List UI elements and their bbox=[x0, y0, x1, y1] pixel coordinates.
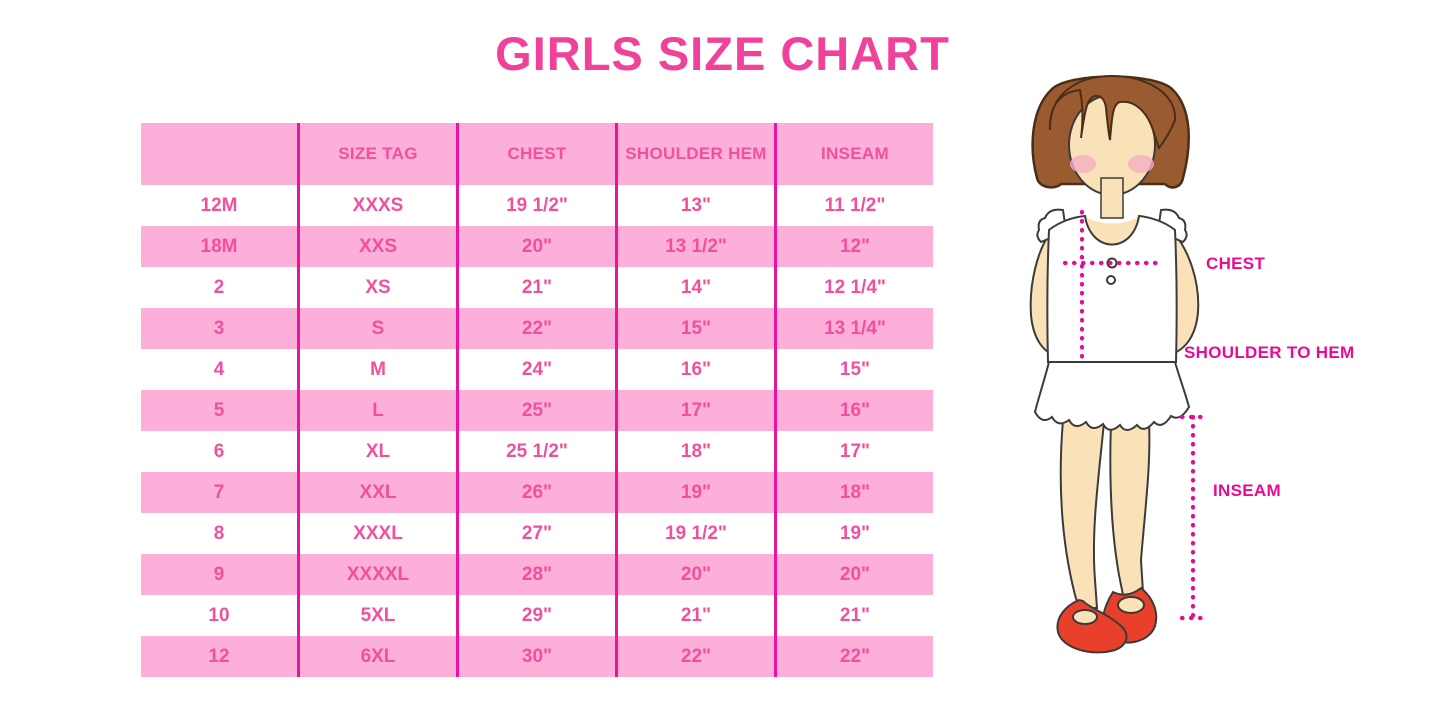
table-cell: 15" bbox=[839, 358, 871, 380]
table-cell: 29" bbox=[459, 595, 618, 636]
table-row: 7 XXL 26" 19" 18" bbox=[141, 472, 933, 513]
table-cell: 20" bbox=[459, 226, 618, 267]
table-cell: 18" bbox=[618, 431, 777, 472]
table-row: 4 M 24" 16" 15" bbox=[141, 349, 933, 390]
header-cell-inseam: INSEAM bbox=[777, 123, 933, 185]
table-row: 18M XXS 20" 13 1/2" 12" bbox=[141, 226, 933, 267]
table-cell: 6XL bbox=[300, 636, 459, 677]
table-cell: 19" bbox=[839, 522, 871, 544]
table-cell: 18M bbox=[141, 226, 300, 267]
header-cell-size-tag: SIZE TAG bbox=[300, 123, 459, 185]
table-cell: S bbox=[300, 308, 459, 349]
shoe-left-opening bbox=[1072, 609, 1098, 625]
table-cell: 20" bbox=[618, 554, 777, 595]
table-cell: 8 bbox=[141, 513, 300, 554]
table-cell: 12 bbox=[141, 636, 300, 677]
chest-label: CHEST bbox=[1206, 254, 1266, 273]
table-cell: 22" bbox=[777, 636, 933, 677]
table-cell: 21" bbox=[459, 267, 618, 308]
girl-illustration bbox=[1029, 74, 1207, 654]
table-cell: 16" bbox=[618, 349, 777, 390]
page-title: GIRLS SIZE CHART bbox=[495, 27, 950, 80]
table-row: 2 XS 21" 14" 12 1/4" bbox=[141, 267, 933, 308]
table-cell: 25 1/2" bbox=[459, 431, 618, 472]
inseam-label: INSEAM bbox=[1213, 481, 1281, 500]
table-cell: 19 1/2" bbox=[459, 185, 618, 226]
table-cell: 19 1/2" bbox=[618, 513, 777, 554]
table-cell: 5XL bbox=[300, 595, 459, 636]
bangs bbox=[1048, 74, 1177, 151]
table-row: 10 5XL 29" 21" 21" bbox=[141, 595, 933, 636]
shoulder-to-hem-label: SHOULDER TO HEM bbox=[1184, 343, 1355, 362]
table-cell: 4 bbox=[141, 349, 300, 390]
table-cell: 7 bbox=[141, 472, 300, 513]
header-cell-shoulder-hem: SHOULDER HEM bbox=[618, 123, 777, 185]
table-cell: 16" bbox=[777, 390, 933, 431]
table-cell: XXXS bbox=[300, 185, 459, 226]
table-cell: 30" bbox=[459, 636, 618, 677]
table-cell: 19" bbox=[618, 472, 777, 513]
table-cell: 24" bbox=[459, 349, 618, 390]
leg-left bbox=[1059, 418, 1106, 609]
size-table: SIZE TAG CHEST SHOULDER HEM INSEAM 12M X… bbox=[141, 123, 933, 677]
table-cell: 27" bbox=[459, 513, 618, 554]
table-cell: 9 bbox=[141, 554, 300, 595]
table-cell: 13" bbox=[618, 185, 777, 226]
table-row: 3 S 22" 15" 13 1/4" bbox=[141, 308, 933, 349]
chest-skin bbox=[1085, 216, 1139, 246]
blush-right-icon bbox=[1128, 155, 1154, 173]
table-cell: 18" bbox=[777, 472, 933, 513]
table-row: 9 XXXXL 28" 20" 20" bbox=[141, 554, 933, 595]
table-cell: 21" bbox=[618, 595, 777, 636]
table-cell: XL bbox=[300, 431, 459, 472]
table-cell: 17" bbox=[618, 390, 777, 431]
table-cell: 25" bbox=[459, 390, 618, 431]
header-cell-size bbox=[141, 123, 300, 185]
table-cell: 28" bbox=[459, 554, 618, 595]
table-cell: 21" bbox=[839, 604, 871, 626]
table-cell: 3 bbox=[141, 308, 300, 349]
table-cell: 5 bbox=[141, 390, 300, 431]
table-cell: 22" bbox=[618, 636, 777, 677]
shoe-right-opening bbox=[1117, 596, 1145, 614]
table-cell: 26" bbox=[459, 472, 618, 513]
ruffle-right bbox=[1157, 208, 1188, 244]
header-cell-chest: CHEST bbox=[459, 123, 618, 185]
button-bottom-icon bbox=[1106, 275, 1116, 285]
skirt bbox=[1033, 361, 1191, 431]
table-cell: 22" bbox=[459, 308, 618, 349]
table-cell: 2 bbox=[141, 267, 300, 308]
table-cell: XXXXL bbox=[300, 554, 459, 595]
ruffle-left bbox=[1036, 208, 1067, 244]
table-cell: 14" bbox=[618, 267, 777, 308]
table-cell: 12" bbox=[777, 226, 933, 267]
table-cell: 12 1/4" bbox=[824, 276, 886, 298]
table-row: 6 XL 25 1/2" 18" 17" bbox=[141, 431, 933, 472]
table-cell: 17" bbox=[839, 440, 871, 462]
table-cell: XXXL bbox=[300, 513, 459, 554]
shirt bbox=[1046, 214, 1178, 363]
table-cell: M bbox=[300, 349, 459, 390]
table-row: 5 L 25" 17" 16" bbox=[141, 390, 933, 431]
table-row: 8 XXXL 27" 19 1/2" 19" bbox=[141, 513, 933, 554]
table-cell: L bbox=[300, 390, 459, 431]
blush-left-icon bbox=[1070, 155, 1096, 173]
table-cell: XXL bbox=[300, 472, 459, 513]
leg-right bbox=[1109, 421, 1151, 597]
table-cell: 13 1/2" bbox=[618, 226, 777, 267]
table-cell: 15" bbox=[618, 308, 777, 349]
table-cell: 20" bbox=[777, 554, 933, 595]
table-row: 12 6XL 30" 22" 22" bbox=[141, 636, 933, 677]
table-cell: 10 bbox=[141, 595, 300, 636]
table-cell: XXS bbox=[300, 226, 459, 267]
table-cell: 12M bbox=[141, 185, 300, 226]
table-cell: XS bbox=[300, 267, 459, 308]
neck bbox=[1100, 177, 1124, 219]
table-cell: 6 bbox=[141, 431, 300, 472]
table-cell: 11 1/2" bbox=[824, 194, 886, 216]
table-row: 12M XXXS 19 1/2" 13" 11 1/2" bbox=[141, 185, 933, 226]
table-cell: 13 1/4" bbox=[777, 308, 933, 349]
table-header-row: SIZE TAG CHEST SHOULDER HEM INSEAM bbox=[141, 123, 933, 185]
